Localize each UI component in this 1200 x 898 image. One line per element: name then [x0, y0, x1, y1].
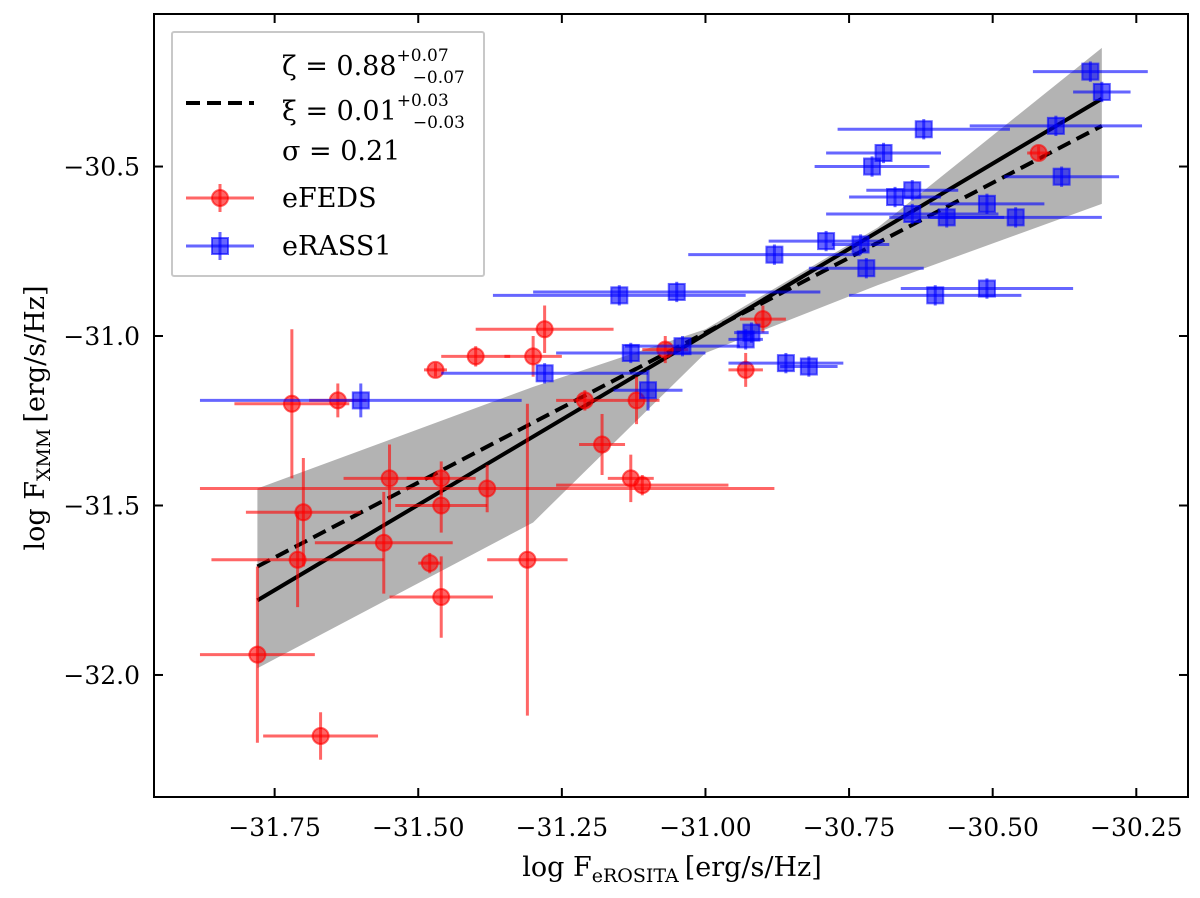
data-point-erass1: [808, 258, 924, 279]
data-point-efeds: [418, 552, 442, 574]
legend: ζ = 0.88+0.07 −0.07 ξ = 0.01+0.03 −0.03 σ …: [171, 31, 485, 277]
plot-frame: [153, 13, 1189, 798]
data-point-erass1: [814, 156, 930, 177]
data-point-efeds: [314, 491, 453, 594]
y-tick-label: −30.5: [63, 153, 140, 182]
axes-layer: −31.75 −31.50 −31.25 −31.00 −30.75 −30.50 −30.…: [63, 13, 1189, 842]
legend-efeds-marker: [186, 184, 254, 212]
y-tick-label: −31.5: [63, 491, 140, 520]
x-axis-label: log FeROSITA [erg/s/Hz]: [522, 852, 822, 887]
legend-efeds-label: eFEDS: [282, 183, 377, 214]
data-point-erass1: [849, 186, 941, 208]
data-point-efeds: [487, 403, 568, 716]
data-point-erass1: [900, 278, 1074, 299]
data-point-erass1: [1073, 81, 1131, 103]
data-point-erass1: [831, 234, 890, 255]
data-point-efeds: [199, 566, 315, 743]
legend-sigma: σ = 0.21: [282, 136, 400, 167]
fit-line-dashed: [256, 124, 1103, 569]
data-point-efeds: [579, 413, 626, 475]
data-point-efeds: [263, 712, 379, 760]
data-points-layer: [199, 61, 1148, 760]
data-point-efeds: [556, 474, 729, 496]
data-point-erass1: [613, 369, 683, 411]
data-point-erass1: [929, 193, 1045, 214]
data-point-efeds: [728, 352, 763, 387]
x-tick-label: −31.75: [228, 813, 321, 842]
x-tick-label: −31.25: [516, 813, 609, 842]
confidence-band-layer: [257, 47, 1102, 669]
series-erass1: [199, 61, 1148, 418]
data-point-efeds: [199, 464, 775, 513]
data-point-erass1: [625, 336, 740, 357]
data-point-efeds: [245, 458, 361, 567]
legend-zeta: ζ = 0.88+0.07 −0.07: [282, 46, 465, 88]
data-point-efeds: [389, 556, 493, 638]
y-tick-label: −32.0: [63, 661, 140, 690]
data-point-erass1: [929, 207, 1102, 228]
data-point-efeds: [504, 336, 562, 377]
data-point-erass1: [826, 142, 941, 164]
y-tick-label: −31.0: [63, 322, 140, 351]
series-efeds: [199, 143, 1051, 760]
data-point-erass1: [734, 322, 769, 343]
data-point-erass1: [533, 281, 821, 303]
data-point-erass1: [1032, 61, 1148, 82]
legend-erass1-marker: [186, 232, 254, 260]
x-tick-label: −31.50: [372, 813, 465, 842]
x-tick-label: −30.50: [946, 813, 1039, 842]
data-point-efeds: [475, 305, 614, 353]
x-tick-label: −30.25: [1090, 813, 1183, 842]
confidence-band: [257, 47, 1102, 669]
data-point-erass1: [688, 244, 861, 265]
legend-erass1-label: eRASS1: [282, 231, 392, 262]
data-point-erass1: [780, 356, 838, 377]
data-point-erass1: [199, 383, 522, 418]
data-point-erass1: [1004, 166, 1120, 187]
x-tick-label: −30.75: [803, 813, 896, 842]
data-point-efeds: [556, 390, 614, 411]
legend-xi: ξ = 0.01+0.03 −0.03: [282, 91, 465, 133]
data-point-efeds: [739, 305, 786, 333]
data-point-efeds: [423, 360, 447, 379]
data-point-erass1: [969, 115, 1143, 137]
data-point-erass1: [441, 363, 649, 384]
y-axis-label: log FXMM[erg/s/Hz]: [20, 286, 55, 551]
data-point-erass1: [837, 119, 1010, 140]
data-point-efeds: [1027, 143, 1051, 162]
legend-frame: [171, 31, 485, 277]
x-tick-label: −31.00: [659, 813, 752, 842]
data-point-efeds: [211, 512, 384, 608]
data-point-efeds: [441, 346, 511, 367]
data-point-erass1: [866, 180, 959, 201]
data-point-erass1: [492, 285, 746, 306]
